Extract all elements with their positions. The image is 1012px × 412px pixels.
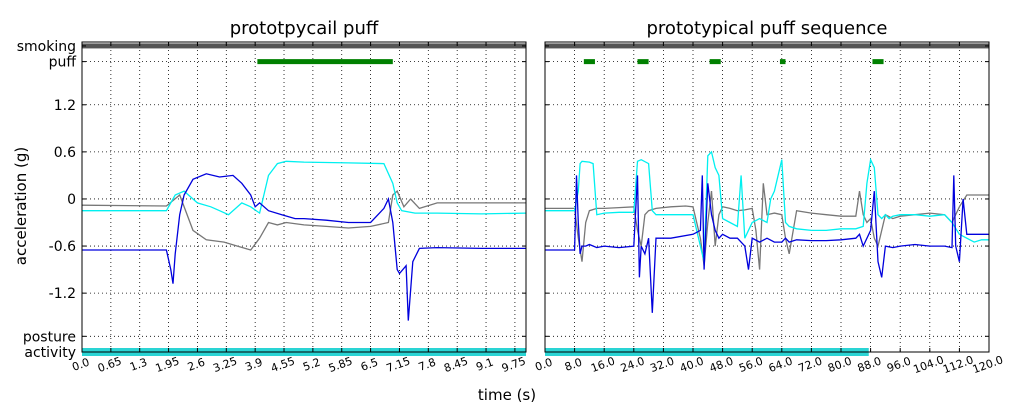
x-tick-label: 88.0 (856, 354, 883, 375)
x-tick-label: 2.6 (186, 356, 207, 374)
series-line (545, 175, 989, 313)
x-tick-label: 5.2 (301, 356, 322, 374)
panel-title: prototypical puff sequence (647, 18, 888, 39)
panel-puff-sequence: prototypical puff sequence 0.0 8.0 16.0 24.0… (533, 18, 1004, 376)
x-tick-label: 80.0 (826, 354, 853, 375)
x-tick-label: 8.45 (442, 354, 469, 375)
x-tick-label: 48.0 (708, 354, 735, 375)
x-tick-label: 0.0 (533, 356, 554, 374)
y-tick-label: -1.2 (49, 286, 76, 302)
plot-area (545, 42, 989, 352)
x-tick-label: 72.0 (796, 354, 823, 375)
panel-prototypical-puff: prototpycail puff 0.0 0.65 1.3 1.95 2.6 3.25 3.… (70, 18, 527, 375)
x-tick-label: 64.0 (767, 354, 794, 375)
x-tick-label: 3.25 (211, 354, 238, 375)
x-tick-label: 3.9 (244, 356, 265, 374)
puff-segment (872, 59, 884, 65)
puff-segment (257, 59, 393, 65)
y-tick-label: 0 (67, 192, 76, 208)
x-tick-label: 1.3 (128, 356, 149, 374)
plot-area (82, 42, 526, 352)
y-tick-label: smoking (17, 39, 76, 55)
puff-segment (779, 59, 786, 65)
smoking-band (82, 43, 526, 49)
x-tick-label: 7.8 (417, 356, 438, 374)
x-tick-label: 96.0 (885, 354, 912, 375)
x-tick-label: 6.5 (359, 356, 380, 374)
x-tick-label: 40.0 (678, 354, 705, 375)
y-tick-label: 0.6 (54, 145, 76, 161)
series-line (545, 150, 989, 262)
smoking-band (545, 43, 989, 49)
x-tick-label: 120.0 (971, 353, 1005, 376)
x-tick-label: 7.15 (385, 354, 412, 375)
x-tick-label: 32.0 (648, 354, 675, 375)
y-tick-label: posture (23, 329, 76, 345)
x-tick-label: 1.95 (154, 354, 181, 375)
y-tick-label: 1.2 (54, 98, 76, 114)
axes-frame (544, 41, 990, 353)
x-tick-label: 4.55 (269, 354, 296, 375)
x-tick-label: 16.0 (589, 354, 616, 375)
x-tick-label: 56.0 (737, 354, 764, 375)
x-axis-label: time (s) (478, 386, 536, 404)
x-tick-label: 9.75 (500, 354, 527, 375)
x-tick-label: 9.1 (474, 356, 495, 374)
x-tick-label: 0.0 (70, 356, 91, 374)
puff-segment (637, 59, 649, 65)
x-tick-label: 24.0 (619, 354, 646, 375)
x-tick-label: 8.0 (563, 356, 584, 374)
puff-segment (583, 59, 595, 65)
series-line (545, 183, 989, 270)
x-tick-label: 0.65 (96, 354, 123, 375)
series-line (82, 160, 526, 216)
series-line (82, 190, 526, 251)
puff-segment (709, 59, 721, 65)
x-tick-label: 5.85 (327, 354, 354, 375)
axes-frame (81, 41, 527, 353)
y-tick-label: activity (24, 345, 76, 361)
panel-title: prototpycail puff (230, 18, 379, 39)
series-line (82, 173, 526, 321)
y-tick-label: puff (49, 55, 77, 71)
y-tick-label: -0.6 (49, 239, 76, 255)
y-axis-label: acceleration (g) (12, 147, 30, 265)
